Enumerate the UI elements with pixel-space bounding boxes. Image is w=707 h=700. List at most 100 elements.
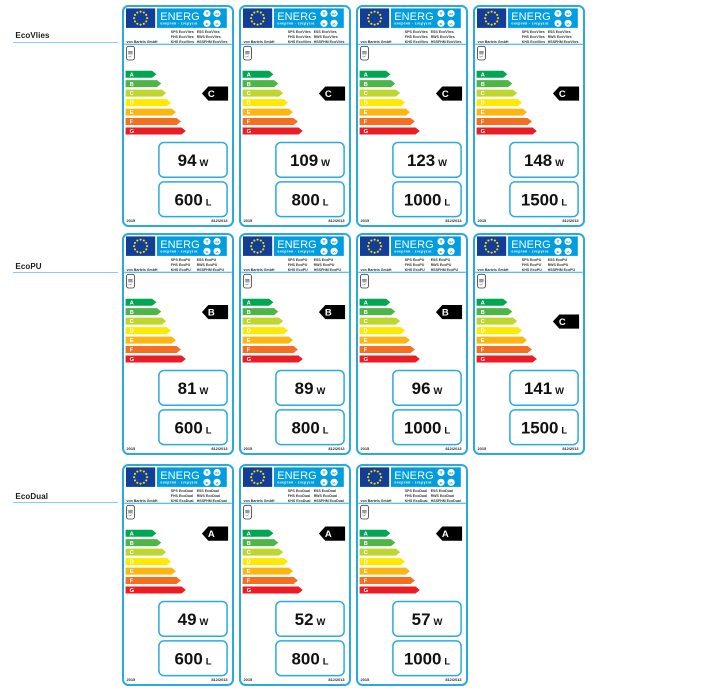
svg-text:ENERG: ENERG [160,239,200,251]
svg-text:IJA: IJA [332,12,338,16]
svg-text:KHS EcoDual: KHS EcoDual [171,499,194,503]
svg-text:D: D [130,100,134,106]
svg-text:IE: IE [323,21,326,25]
svg-text:IJA: IJA [449,240,455,244]
svg-text:von Bartels GmbH: von Bartels GmbH [127,40,158,44]
svg-text:RWS EcoDual: RWS EcoDual [431,494,454,498]
svg-text:von Bartels GmbH: von Bartels GmbH [244,40,275,44]
svg-text:A: A [247,72,252,78]
svg-text:IJA: IJA [215,240,221,244]
svg-text:A: A [364,531,369,537]
svg-text:G: G [247,357,252,363]
svg-text:94W: 94 W [178,151,209,170]
svg-text:A: A [481,301,486,307]
svg-text:E: E [130,338,134,344]
svg-text:RWS EcoPU: RWS EcoPU [197,263,218,267]
svg-text:KHS EcoDual: KHS EcoDual [405,499,428,503]
svg-text:HSSFHM EcoVlies: HSSFHM EcoVlies [314,40,345,44]
svg-text:Y: Y [556,239,559,244]
svg-text:IJA: IJA [215,12,221,16]
svg-text:SPS EcoPU: SPS EcoPU [171,258,191,262]
svg-text:ENERG: ENERG [277,239,317,251]
svg-text:2015: 2015 [127,446,136,451]
svg-text:ENERG: ENERG [160,10,200,22]
svg-text:HSSFHM EcoVlies: HSSFHM EcoVlies [431,40,462,44]
svg-text:FHS EcoDual: FHS EcoDual [288,494,310,498]
svg-text:B: B [247,541,251,547]
svg-text:Y: Y [205,239,208,244]
svg-text:IA: IA [216,481,220,485]
svg-text:E: E [364,338,368,344]
svg-text:F: F [364,119,368,125]
svg-text:D: D [247,560,251,566]
svg-text:A: A [130,72,135,78]
svg-text:IE: IE [206,481,209,485]
svg-text:FHS EcoDual: FHS EcoDual [171,494,193,498]
svg-text:IE: IE [206,250,209,254]
svg-text:812/2013: 812/2013 [445,217,462,222]
svg-text:IE: IE [557,21,560,25]
svg-text:ENERG: ENERG [277,470,317,482]
svg-text:96W: 96 W [412,379,443,398]
svg-text:IJA: IJA [449,12,455,16]
svg-text:von Bartels GmbH: von Bartels GmbH [361,499,392,503]
svg-text:SPS EcoPU: SPS EcoPU [522,258,542,262]
svg-text:F: F [364,578,368,584]
svg-text:енергия · ενεργεια: енергия · ενεργεια [394,250,431,254]
svg-text:IJA: IJA [566,240,572,244]
svg-text:von Bartels GmbH: von Bartels GmbH [478,40,509,44]
svg-text:2015: 2015 [361,217,370,222]
svg-text:E: E [364,110,368,116]
svg-text:енергия · ενεργεια: енергия · ενεργεια [394,480,431,484]
svg-text:FHS EcoPU: FHS EcoPU [171,263,191,267]
svg-text:F: F [247,119,251,125]
svg-text:SPS EcoPU: SPS EcoPU [288,258,308,262]
svg-text:ENERG: ENERG [160,470,200,482]
svg-text:A: A [364,72,369,78]
svg-text:FHS EcoVlies: FHS EcoVlies [171,35,194,39]
svg-text:G: G [130,357,135,363]
svg-text:81W: 81 W [178,379,209,398]
svg-text:KHS EcoDual: KHS EcoDual [288,499,311,503]
svg-text:89W: 89 W [295,379,326,398]
svg-text:2015: 2015 [478,217,487,222]
svg-text:812/2013: 812/2013 [211,217,228,222]
svg-text:FHS EcoVlies: FHS EcoVlies [288,35,311,39]
svg-text:D: D [130,560,134,566]
svg-text:SPS EcoVlies: SPS EcoVlies [522,30,545,34]
svg-text:F: F [481,348,485,354]
svg-text:RWS EcoPU: RWS EcoPU [431,263,452,267]
svg-text:B: B [481,310,485,316]
svg-text:2015: 2015 [478,446,487,451]
svg-text:G: G [130,588,135,594]
svg-text:A: A [481,72,486,78]
svg-text:Y: Y [439,11,442,16]
svg-text:D: D [364,560,368,566]
svg-text:FHS EcoPU: FHS EcoPU [522,263,542,267]
svg-text:57W: 57 W [412,610,443,629]
svg-text:A: A [247,301,252,307]
svg-text:B: B [130,541,134,547]
svg-text:F: F [247,578,251,584]
svg-text:C: C [442,88,449,99]
svg-text:HSSFHM EcoVlies: HSSFHM EcoVlies [548,40,579,44]
svg-text:ENERG: ENERG [394,470,434,482]
svg-text:2015: 2015 [244,677,253,682]
svg-text:RWS EcoPU: RWS EcoPU [548,263,569,267]
svg-text:2015: 2015 [244,446,253,451]
svg-text:C: C [364,91,369,97]
svg-text:F: F [481,119,485,125]
svg-text:Y: Y [439,239,442,244]
svg-text:Y: Y [439,470,442,475]
svg-text:C: C [208,88,215,99]
svg-text:ESS EcoVlies: ESS EcoVlies [197,30,220,34]
svg-text:B: B [364,81,368,87]
svg-text:HSSFHM EcoPU: HSSFHM EcoPU [314,268,342,272]
svg-text:E: E [364,569,368,575]
svg-text:D: D [364,100,368,106]
